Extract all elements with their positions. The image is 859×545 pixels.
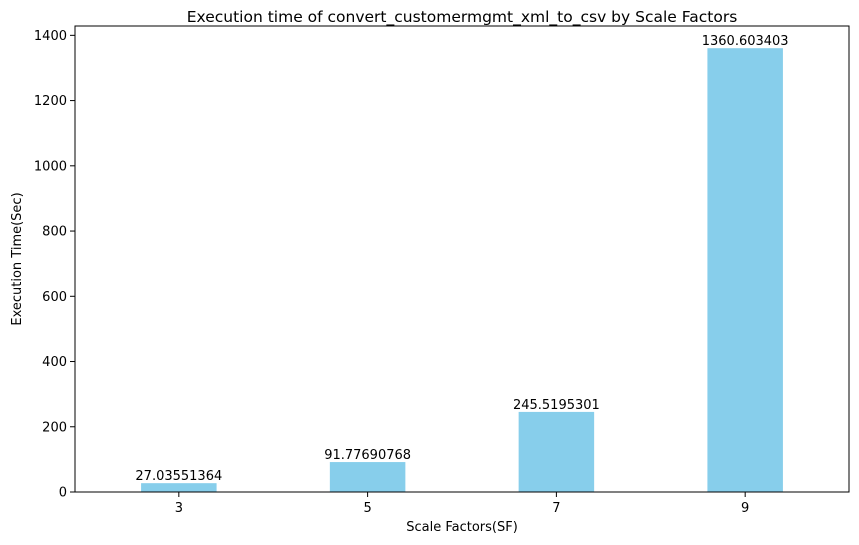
y-axis: 0 200 400 600 800 1000 1200 1400 [34, 29, 75, 501]
x-tick-label: 7 [552, 501, 560, 516]
y-tick-label: 800 [42, 225, 67, 240]
y-tick-label: 0 [59, 486, 67, 501]
y-tick-label: 1200 [34, 94, 67, 109]
bar-value-label: 91.77690768 [324, 448, 411, 463]
bar-sf-9 [707, 48, 783, 492]
y-tick-label: 400 [42, 355, 67, 370]
chart-title: Execution time of convert_customermgmt_x… [187, 8, 738, 27]
y-axis-label: Execution Time(Sec) [10, 192, 25, 325]
x-axis: 3 5 7 9 [175, 492, 749, 516]
x-tick-label: 5 [363, 501, 371, 516]
y-tick-label: 1400 [34, 29, 67, 44]
bars [141, 48, 783, 492]
x-tick-label: 3 [175, 501, 183, 516]
y-tick-label: 600 [42, 290, 67, 305]
bar-value-label: 1360.603403 [702, 34, 789, 49]
bar-value-label: 245.5195301 [513, 398, 600, 413]
bar-sf-5 [329, 462, 406, 492]
x-tick-label: 9 [741, 501, 749, 516]
bar-sf-7 [518, 411, 595, 492]
value-labels: 27.03551364 91.77690768 245.5195301 1360.60… [135, 34, 788, 484]
y-tick-label: 200 [42, 420, 67, 435]
plot-frame [74, 25, 850, 493]
x-axis-label: Scale Factors(SF) [406, 520, 518, 535]
bar-sf-3 [141, 483, 217, 492]
bar-value-label: 27.03551364 [135, 469, 222, 484]
y-tick-label: 1000 [34, 159, 67, 174]
